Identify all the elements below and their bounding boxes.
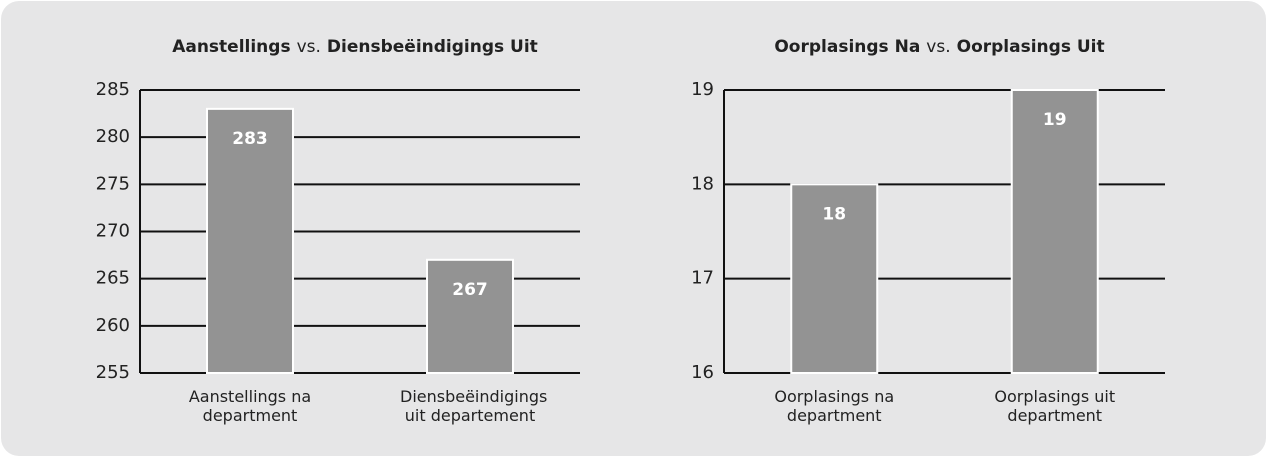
y-tick-label: 265: [96, 268, 130, 289]
y-tick-label: 285: [96, 79, 130, 100]
value-label: 283: [232, 129, 268, 149]
x-label-box: Aanstellings na department: [188, 387, 312, 425]
x-tick-label: Oorplasings na department: [774, 387, 895, 425]
y-tick-label: 275: [96, 173, 130, 194]
title-part: Aanstellings: [172, 37, 290, 57]
chart-title: Oorplasings Na vs. Oorplasings Uit: [774, 37, 1104, 57]
title-part: vs.: [297, 37, 321, 57]
chart-title: Aanstellings vs. Diensbeëindigings Uit: [172, 37, 538, 57]
y-tick-label: 270: [96, 221, 130, 242]
title-part: Oorplasings Na: [774, 37, 920, 57]
bar: [206, 107, 294, 374]
y-tick-label: 16: [691, 362, 714, 383]
x-tick-label: Diensbeëindigings uit departement: [400, 387, 548, 425]
y-tick-label: 17: [691, 268, 714, 289]
y-tick-label: 280: [96, 126, 130, 147]
title-part: vs.: [926, 37, 950, 57]
bar: [1010, 89, 1099, 374]
x-label-box: Diensbeëindigings uit departement: [400, 387, 548, 425]
y-tick-label: 18: [691, 173, 714, 194]
x-label-box: Oorplasings na department: [774, 387, 895, 425]
y-tick-label: 260: [96, 315, 130, 336]
x-tick-label: Oorplasings uit department: [994, 387, 1116, 425]
value-label: 19: [1043, 110, 1067, 130]
title-part: Oorplasings Uit: [957, 37, 1105, 57]
value-label: 267: [452, 280, 488, 300]
bar: [426, 258, 514, 374]
bar: [790, 183, 879, 374]
title-part: Diensbeëindigings Uit: [327, 37, 538, 57]
y-tick-label: 255: [96, 362, 130, 383]
x-label-box: Oorplasings uit department: [994, 387, 1116, 425]
x-tick-label: Aanstellings na department: [188, 387, 312, 425]
y-tick-label: 19: [691, 79, 714, 100]
value-label: 18: [822, 204, 846, 224]
